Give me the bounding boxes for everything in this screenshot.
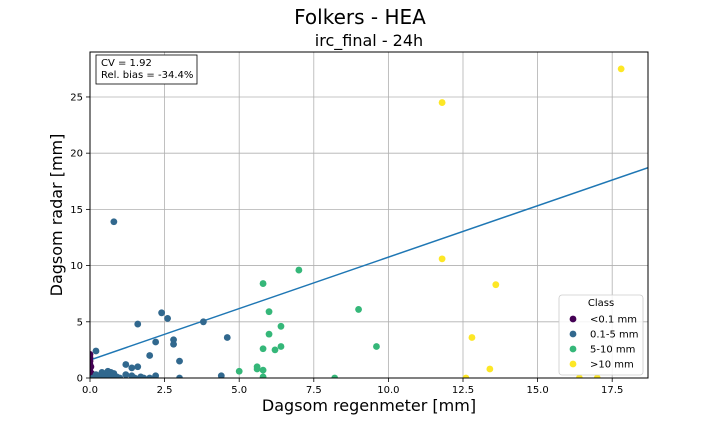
data-point-4	[575, 374, 583, 378]
data-point-2	[92, 347, 100, 355]
y-tick-label: 5	[77, 317, 83, 328]
y-tick-label: 25	[70, 92, 83, 103]
legend-label-3: 5-10 mm	[590, 345, 635, 356]
data-point-2	[223, 334, 231, 341]
data-point-4	[492, 281, 500, 289]
x-tick-label: 2.5	[157, 385, 173, 396]
data-point-4	[468, 334, 476, 341]
data-point-3	[373, 343, 380, 350]
legend-box	[558, 294, 644, 376]
annotation-line-1: CV = 1.92	[101, 58, 152, 69]
data-point-2	[176, 374, 183, 378]
plot-frame	[89, 51, 649, 379]
data-point-2	[176, 357, 183, 365]
annotation-box	[95, 54, 198, 85]
chart-title: irc_final - 24h	[315, 31, 423, 51]
y-axis-label: Dagsom radar [mm]	[47, 134, 66, 297]
data-point-3	[253, 365, 261, 373]
legend-label-1: <0.1 mm	[590, 315, 637, 326]
data-point-2	[122, 361, 130, 368]
data-point-2	[140, 374, 148, 378]
data-point-2	[170, 340, 177, 348]
data-point-3	[265, 330, 273, 338]
data-point-2	[164, 315, 171, 322]
data-point-2	[152, 338, 160, 346]
data-point-3	[259, 280, 267, 287]
data-point-2	[199, 318, 207, 326]
data-point-4	[486, 365, 494, 373]
data-point-3	[355, 306, 362, 313]
data-point-3	[265, 308, 273, 316]
data-point-3	[295, 266, 303, 274]
data-point-3	[277, 343, 285, 350]
data-point-3	[259, 366, 267, 374]
y-tick-label: 15	[70, 205, 83, 216]
data-point-3	[271, 346, 279, 354]
data-point-4	[438, 255, 446, 263]
data-point-3	[277, 322, 285, 330]
x-tick-label: 15.0	[526, 385, 548, 396]
legend-marker-4	[569, 360, 577, 368]
data-point-3	[259, 373, 267, 378]
data-point-2	[116, 374, 124, 378]
data-point-1	[90, 350, 94, 358]
y-tick-label: 10	[70, 261, 83, 272]
x-tick-label: 12.5	[452, 385, 474, 396]
annotation-line-2: Rel. bias = -34.4%	[101, 70, 193, 81]
data-point-3	[259, 345, 267, 353]
data-point-4	[617, 65, 625, 73]
chart-suptitle: Folkers - HEA	[294, 5, 426, 29]
legend-label-2: 0.1-5 mm	[590, 330, 639, 341]
data-point-2	[134, 363, 142, 371]
legend-title: Class	[588, 298, 614, 309]
x-tick-label: 5.0	[231, 385, 247, 396]
data-point-3	[235, 367, 243, 375]
x-axis-label: Dagsom regenmeter [mm]	[262, 396, 476, 415]
x-tick-label: 7.5	[306, 385, 322, 396]
data-point-4	[462, 374, 470, 378]
legend-label-4: >10 mm	[590, 360, 634, 371]
data-point-2	[146, 374, 154, 378]
y-tick-label: 20	[70, 149, 83, 160]
data-point-2	[152, 372, 160, 378]
legend-marker-2	[569, 330, 577, 338]
data-point-2	[128, 364, 136, 372]
data-point-2	[122, 371, 130, 378]
data-point-2	[217, 372, 225, 378]
plot-area: 0.0 2.5 5.0 7.5 10.0 12.5 15.0 17.5 0 5 10 15 20 25 CV…	[70, 51, 649, 396]
data-point-1	[90, 363, 95, 371]
data-point-2	[146, 352, 154, 359]
legend-marker-1	[569, 315, 577, 323]
fit-line	[90, 166, 648, 361]
data-point-4	[593, 374, 601, 378]
legend-marker-3	[569, 345, 577, 353]
data-point-2	[158, 309, 166, 317]
x-tick-label: 10.0	[377, 385, 399, 396]
data-point-2	[131, 374, 139, 378]
data-point-2	[134, 320, 142, 328]
y-tick-label: 0	[77, 374, 83, 385]
data-point-3	[331, 374, 339, 378]
x-tick-label: 17.5	[601, 385, 623, 396]
data-point-4	[438, 99, 446, 106]
x-tick-label: 0.0	[82, 385, 98, 396]
data-point-2	[110, 218, 118, 226]
